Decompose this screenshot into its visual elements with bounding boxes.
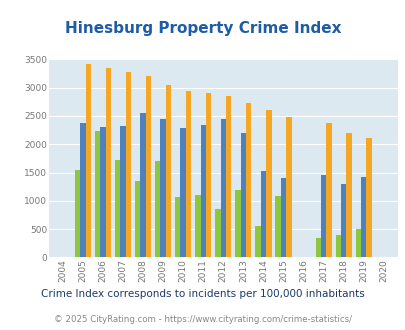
Bar [185, 90, 191, 257]
Bar [145, 76, 151, 257]
Bar [175, 197, 180, 257]
Bar [245, 103, 251, 257]
Bar [120, 126, 126, 257]
Text: Crime Index corresponds to incidents per 100,000 inhabitants: Crime Index corresponds to incidents per… [41, 289, 364, 299]
Bar [315, 238, 320, 257]
Bar [80, 123, 85, 257]
Bar [160, 119, 165, 257]
Bar [220, 119, 226, 257]
Bar [75, 170, 80, 257]
Bar [126, 72, 131, 257]
Bar [94, 131, 100, 257]
Bar [240, 133, 245, 257]
Bar [100, 127, 105, 257]
Bar [355, 229, 360, 257]
Bar [366, 138, 371, 257]
Bar [326, 123, 331, 257]
Bar [275, 196, 280, 257]
Bar [115, 160, 120, 257]
Bar [195, 195, 200, 257]
Bar [105, 68, 111, 257]
Bar [335, 235, 340, 257]
Bar [140, 113, 145, 257]
Bar [280, 178, 286, 257]
Bar [215, 209, 220, 257]
Text: Hinesburg Property Crime Index: Hinesburg Property Crime Index [64, 21, 341, 36]
Bar [85, 64, 91, 257]
Bar [134, 181, 140, 257]
Bar [255, 226, 260, 257]
Bar [260, 171, 266, 257]
Bar [234, 190, 240, 257]
Bar [340, 184, 345, 257]
Bar [266, 110, 271, 257]
Bar [205, 93, 211, 257]
Bar [180, 128, 185, 257]
Bar [200, 125, 205, 257]
Bar [286, 116, 291, 257]
Bar [165, 85, 171, 257]
Legend: Hinesburg, Vermont, National: Hinesburg, Vermont, National [95, 327, 351, 330]
Bar [155, 161, 160, 257]
Bar [320, 175, 326, 257]
Text: © 2025 CityRating.com - https://www.cityrating.com/crime-statistics/: © 2025 CityRating.com - https://www.city… [54, 315, 351, 324]
Bar [226, 96, 231, 257]
Bar [345, 133, 351, 257]
Bar [360, 177, 366, 257]
